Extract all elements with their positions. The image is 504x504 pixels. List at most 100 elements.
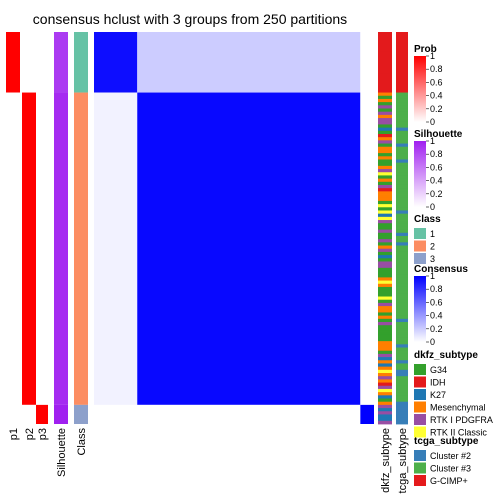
dkfz-cell [378,89,392,93]
label-p3: p3 [37,428,49,440]
dkfz-cell [378,379,392,383]
tcga-cell [396,41,408,46]
dkfz-cell [378,124,392,129]
tcga-cell [396,114,408,119]
tcga-cell [396,51,408,55]
dkfz-cell [378,366,392,371]
tcga-cell [396,274,408,278]
legend-swatch-g-cimp- [414,475,426,486]
tcga-cell [396,411,408,415]
tcga-cell [396,315,408,320]
legend-swatch-1 [414,228,426,239]
tcga-cell [396,280,408,285]
consensus-block-3-1 [94,404,138,424]
legend-item-label: RTK I PDGFRA [430,415,493,425]
tcga-cell [396,175,408,180]
dkfz-cell [378,35,392,39]
dkfz-cell [378,127,392,132]
legend-colorbar-silhouette [414,141,426,207]
tcga-cell [396,379,408,383]
legend-swatch-2 [414,240,426,252]
dkfz-cell [378,41,392,46]
dkfz-cell [378,216,392,221]
dkfz-cell [378,373,392,377]
dkfz-cell [378,178,392,183]
annotation-columns [6,32,88,424]
tcga-cell [396,347,408,352]
dkfz-cell [378,210,392,215]
tcga-cell [396,357,408,361]
tcga-cell [396,271,408,275]
dkfz-cell [378,223,392,227]
dkfz-cell [378,261,392,266]
tcga-cell [396,392,408,396]
dkfz-cell [378,376,392,380]
tcga-cell [396,86,408,90]
legend-tick-label: 0.8 [430,149,443,159]
tcga-cell [396,255,408,259]
dkfz-subtype-column [378,32,392,425]
dkfz-cell [378,392,392,396]
dkfz-cell [378,98,392,103]
dkfz-cell [378,111,392,116]
tcga-cell [396,322,408,326]
tcga-cell [396,210,408,215]
tcga-cell [396,137,408,141]
tcga-cell [396,149,408,154]
tcga-cell [396,363,408,368]
tcga-cell [396,47,408,52]
tcga-cell [396,264,408,269]
dkfz-cell [378,318,392,323]
tcga-cell [396,337,408,342]
dkfz-cell [378,312,392,317]
dkfz-cell [378,251,392,256]
legend-item-label: 2 [430,242,435,252]
dkfz-cell [378,325,392,329]
tcga-cell [396,220,408,224]
dkfz-cell [378,385,392,390]
dkfz-cell [378,54,392,58]
dkfz-cell [378,331,392,336]
tcga-cell [396,82,408,87]
tcga-cell [396,350,408,355]
dkfz-cell [378,245,392,250]
tcga-cell [396,73,408,78]
label-p2: p2 [24,428,36,440]
dkfz-cell [378,188,392,192]
legend-swatch-rtk-i-pdgfra [414,414,426,425]
dkfz-cell [378,299,392,304]
dkfz-cell [378,121,392,125]
dkfz-cell [378,137,392,141]
legend-item-label: Cluster #3 [430,464,471,474]
legend-swatch-mesenchymal [414,401,426,413]
tcga-cell [396,130,408,135]
tcga-cell [396,188,408,192]
legend-item-label: RTK II Classic [430,428,487,438]
dkfz-cell [378,248,392,253]
tcga-cell [396,306,408,310]
legend-item-label: Mesenchymal [430,403,486,413]
tcga-cell [396,133,408,138]
dkfz-cell [378,220,392,224]
dkfz-cell [378,388,392,393]
dkfz-cell [378,255,392,259]
dkfz-cell [378,191,392,195]
legend-colorbar-prob [414,56,426,122]
legend-item-label: Cluster #2 [430,451,471,461]
dkfz-cell [378,274,392,278]
dkfz-cell [378,114,392,119]
legend-swatch-cluster-3 [414,462,426,474]
column-labels: p1 p2 p3 Silhouette Class dkfz_subtype tcga_su… [8,428,409,494]
tcga-cell [396,251,408,256]
tcga-cell [396,344,408,348]
dkfz-cell [378,382,392,387]
cell-p2-class-1 [22,32,36,93]
cell-silhouette-class-3 [54,404,68,424]
dkfz-cell [378,350,392,355]
legend-title-tcga_subtype: tcga_subtype [414,436,479,447]
tcga-cell [396,156,408,160]
tcga-cell [396,395,408,399]
tcga-cell [396,325,408,329]
legend-item-label: IDH [430,378,446,388]
cell-p3-class-1 [36,32,48,93]
